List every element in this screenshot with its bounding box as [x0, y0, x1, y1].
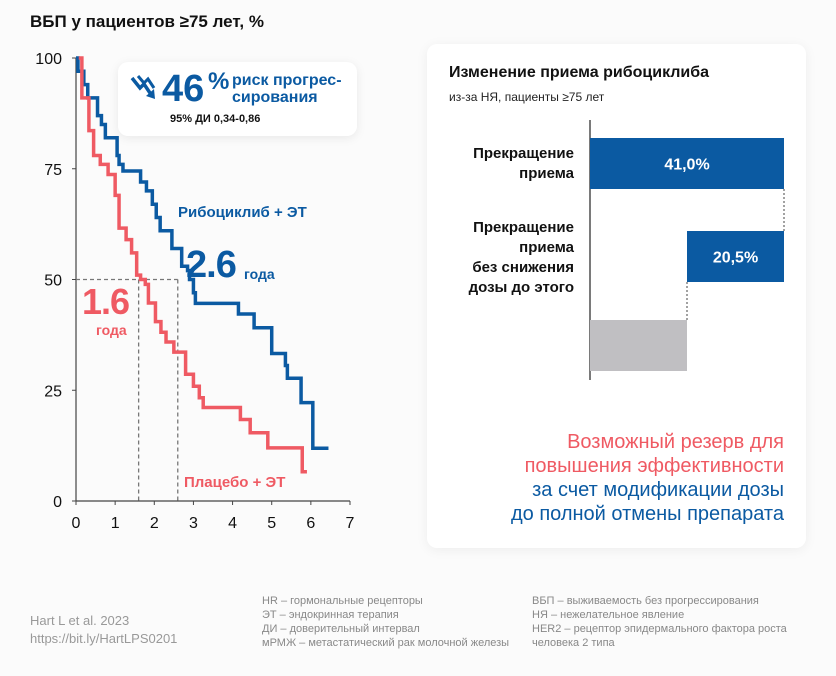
- placebo-series-label: Плацебо + ЭТ: [184, 474, 286, 491]
- abbreviation: ДИ – доверительный интервал: [262, 623, 420, 635]
- risk-text: риск прогрес- сирования: [232, 72, 352, 106]
- bar-discontinuation-without-reduction: [687, 231, 784, 282]
- x-tick-label: 5: [267, 515, 276, 532]
- x-tick-label: 6: [306, 515, 315, 532]
- citation-link[interactable]: https://bit.ly/HartLPS0201: [30, 631, 178, 646]
- x-tick-label: 2: [150, 515, 159, 532]
- ribociclib-median-unit: года: [244, 266, 275, 282]
- bar-value-label: 41,0%: [664, 157, 709, 174]
- y-tick-label: 50: [44, 273, 62, 290]
- abbreviation: ЭТ – эндокринная терапия: [262, 609, 399, 621]
- ribociclib-curve: [76, 56, 329, 451]
- bar-chart-title: Изменение приема рибоциклиба: [449, 64, 710, 81]
- chart-title: ВБП у пациентов ≥75 лет, %: [30, 12, 264, 31]
- y-tick-label: 0: [53, 494, 62, 511]
- reserve-red-line2: повышения эффективности: [524, 455, 784, 477]
- bar-discontinuation: [590, 138, 784, 189]
- y-tick-label: 75: [44, 162, 62, 179]
- bar-reserve: [590, 320, 687, 371]
- risk-reduction-unit: %: [208, 68, 230, 95]
- bar-label-discontinuation-without-reduction: Прекращение приема без снижения дозы до …: [469, 218, 574, 298]
- placebo-curve: [78, 56, 307, 474]
- double-down-arrow-icon: [130, 75, 156, 99]
- hazard-callout: 46 % риск прогрес- сирования 95% ДИ 0,34…: [118, 62, 357, 136]
- abbreviation: HER2 – рецептор эпидермального фактора р…: [532, 623, 787, 635]
- y-tick-label: 100: [35, 51, 62, 68]
- reserve-red-line1: Возможный резерв для: [567, 431, 784, 453]
- abbreviation: HR – гормональные рецепторы: [262, 595, 423, 607]
- bar-chart-subtitle: из-за НЯ, пациенты ≥75 лет: [449, 90, 605, 104]
- x-tick-label: 3: [189, 515, 198, 532]
- placebo-median-unit: года: [96, 322, 127, 338]
- x-tick-label: 0: [72, 515, 81, 532]
- y-tick-label: 25: [44, 383, 62, 400]
- risk-text-line1: риск прогрес-: [232, 72, 342, 89]
- reserve-note: Возможный резерв для повышения эффективн…: [424, 430, 784, 526]
- ribociclib-series-label: Рибоциклиб + ЭТ: [178, 204, 307, 221]
- placebo-median: 1.6: [82, 281, 130, 322]
- label-line: приема: [519, 165, 574, 182]
- reserve-blue-line2: до полной отмены препарата: [510, 503, 784, 525]
- label-line: Прекращение: [473, 219, 574, 236]
- x-tick-label: 1: [111, 515, 120, 532]
- x-tick-label: 4: [228, 515, 237, 532]
- x-tick-label: 7: [346, 515, 355, 532]
- risk-reduction-value: 46: [162, 68, 205, 110]
- citation: Hart L et al. 2023 https://bit.ly/HartLP…: [30, 612, 177, 648]
- bar-value-label: 20,5%: [713, 250, 758, 267]
- label-line: приема: [519, 239, 574, 256]
- abbreviations-col1: HR – гормональные рецепторы ЭТ – эндокри…: [262, 594, 509, 650]
- label-line: Прекращение: [473, 145, 574, 162]
- label-line: без снижения: [472, 259, 574, 276]
- bar-label-discontinuation: Прекращение приема: [473, 144, 574, 184]
- risk-text-line2: сирования: [232, 89, 318, 106]
- confidence-interval: 95% ДИ 0,34-0,86: [170, 113, 261, 125]
- abbreviation: НЯ – нежелательное явление: [532, 609, 685, 621]
- abbreviations-col2: ВБП – выживаемость без прогрессирования …: [532, 594, 787, 650]
- abbreviation: мРМЖ – метастатический рак молочной желе…: [262, 637, 510, 649]
- abbreviation: человека 2 типа: [532, 637, 615, 649]
- reserve-blue-line1: за счет модификации дозы: [532, 479, 784, 501]
- label-line: дозы до этого: [468, 279, 574, 296]
- dose-change-card: Изменение приема рибоциклиба из-за НЯ, п…: [427, 44, 806, 548]
- ribociclib-median: 2.6: [186, 244, 237, 286]
- abbreviation: ВБП – выживаемость без прогрессирования: [532, 595, 759, 607]
- citation-text: Hart L et al. 2023: [30, 613, 130, 628]
